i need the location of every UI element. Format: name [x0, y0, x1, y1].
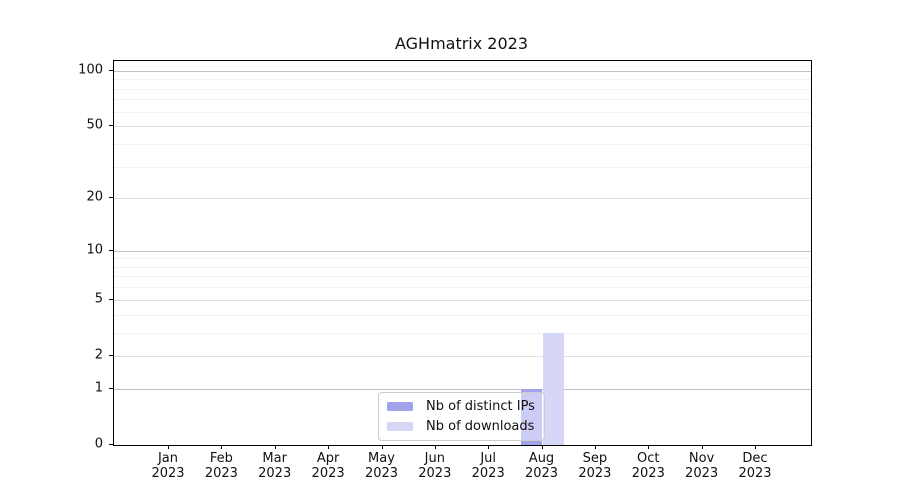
x-axis-tick-label: Feb 2023	[205, 451, 238, 481]
y-axis-tick-label: 2	[94, 347, 103, 363]
gridline-minor	[114, 276, 811, 278]
x-axis-tick-mark	[594, 445, 596, 449]
gridline-minor	[114, 266, 811, 268]
legend-item-distinct-ips: Nb of distinct IPs	[387, 398, 535, 415]
y-axis-tick-label: 0	[94, 436, 103, 452]
legend-label-downloads: Nb of downloads	[426, 419, 535, 434]
y-axis-tick-label: 20	[86, 189, 103, 205]
x-tick-month: Sep	[582, 451, 608, 466]
legend-item-downloads: Nb of downloads	[387, 418, 535, 435]
x-axis-tick-label: Mar 2023	[258, 451, 291, 481]
y-axis-tick-label: 5	[94, 291, 103, 307]
x-tick-month: Apr	[316, 451, 340, 466]
x-tick-year: 2023	[578, 466, 612, 481]
x-tick-year: 2023	[631, 466, 665, 481]
x-axis-tick-mark	[221, 445, 223, 449]
plot-area: Nb of distinct IPs Nb of downloads	[113, 60, 812, 446]
y-axis-tick-mark	[109, 298, 113, 300]
x-tick-year: 2023	[204, 466, 238, 481]
x-axis-tick-mark	[541, 445, 543, 449]
x-axis-tick-label: Jul 2023	[472, 451, 505, 481]
x-axis-tick-mark	[274, 445, 276, 449]
x-tick-month: Nov	[688, 451, 715, 466]
y-axis-tick-mark	[109, 197, 113, 199]
y-axis-tick-mark	[109, 387, 113, 389]
gridline-minor	[114, 143, 811, 145]
x-axis-tick-label: Apr 2023	[312, 451, 345, 481]
x-axis-tick-label: Jun 2023	[418, 451, 451, 481]
y-axis-tick-label: 50	[86, 117, 103, 133]
x-tick-year: 2023	[151, 466, 185, 481]
y-axis-tick-mark	[109, 354, 113, 356]
x-axis-tick-label: Sep 2023	[578, 451, 611, 481]
x-tick-month: Jun	[424, 451, 445, 466]
x-axis-tick-mark	[648, 445, 650, 449]
x-axis-tick-mark	[755, 445, 756, 449]
x-tick-month: Dec	[742, 451, 768, 466]
gridline-major	[114, 250, 811, 252]
gridline-minor	[114, 99, 811, 101]
legend-swatch-distinct-ips	[387, 402, 413, 411]
y-axis-tick-label: 1	[94, 380, 103, 396]
gridline-major	[114, 388, 811, 390]
gridline-major	[114, 299, 811, 301]
y-axis-tick-mark	[109, 249, 113, 251]
y-axis-tick-mark	[109, 69, 113, 71]
gridline-major	[114, 355, 811, 357]
x-tick-year: 2023	[418, 466, 452, 481]
gridline-major	[114, 198, 811, 200]
x-axis-tick-label: Jan 2023	[151, 451, 184, 481]
x-axis-tick-label: Nov 2023	[685, 451, 718, 481]
x-tick-month: Jul	[480, 451, 497, 466]
legend: Nb of distinct IPs Nb of downloads	[378, 392, 545, 441]
gridline-minor	[114, 166, 811, 168]
gridline-minor	[114, 258, 811, 260]
x-axis-tick-label: Oct 2023	[632, 451, 665, 481]
x-axis-tick-label: Dec 2023	[738, 451, 771, 481]
chart-title: AGHmatrix 2023	[394, 34, 529, 53]
x-tick-month: Aug	[528, 451, 555, 466]
x-tick-year: 2023	[364, 466, 399, 481]
x-tick-year: 2023	[258, 466, 292, 481]
x-axis-tick-mark	[701, 445, 703, 449]
gridline-minor	[114, 287, 811, 289]
x-axis-tick-mark	[328, 445, 330, 449]
x-tick-year: 2023	[311, 466, 345, 481]
bar-distinct-ips	[520, 388, 543, 445]
x-tick-year: 2023	[738, 466, 772, 481]
x-tick-year: 2023	[471, 466, 505, 481]
gridline-major	[114, 70, 811, 72]
x-axis-tick-label: May 2023	[365, 451, 398, 481]
x-axis-tick-label: Aug 2023	[525, 451, 558, 481]
gridline-minor	[114, 111, 811, 113]
y-axis-tick-label: 100	[78, 62, 103, 78]
x-tick-month: Jan	[157, 451, 179, 466]
legend-label-distinct-ips: Nb of distinct IPs	[426, 399, 535, 414]
y-axis-tick-mark	[109, 125, 113, 127]
gridline-minor	[114, 314, 811, 316]
legend-swatch-downloads	[387, 422, 413, 431]
x-axis-tick-mark	[434, 445, 436, 449]
x-tick-month: Mar	[262, 451, 287, 466]
gridline-minor	[114, 88, 811, 90]
x-tick-month: Feb	[209, 451, 233, 466]
bar-downloads	[542, 332, 565, 445]
gridline-minor	[114, 79, 811, 81]
x-tick-year: 2023	[524, 466, 559, 481]
x-axis-tick-mark	[381, 445, 383, 449]
x-tick-month: Oct	[637, 451, 660, 466]
x-tick-year: 2023	[685, 466, 719, 481]
gridline-major	[114, 126, 811, 128]
x-tick-month: May	[368, 451, 395, 466]
x-axis-tick-mark	[488, 445, 490, 449]
x-axis-tick-mark	[168, 445, 169, 449]
y-axis-tick-label: 10	[86, 242, 103, 258]
gridline-minor	[114, 332, 811, 334]
y-axis-tick-mark	[109, 444, 113, 445]
